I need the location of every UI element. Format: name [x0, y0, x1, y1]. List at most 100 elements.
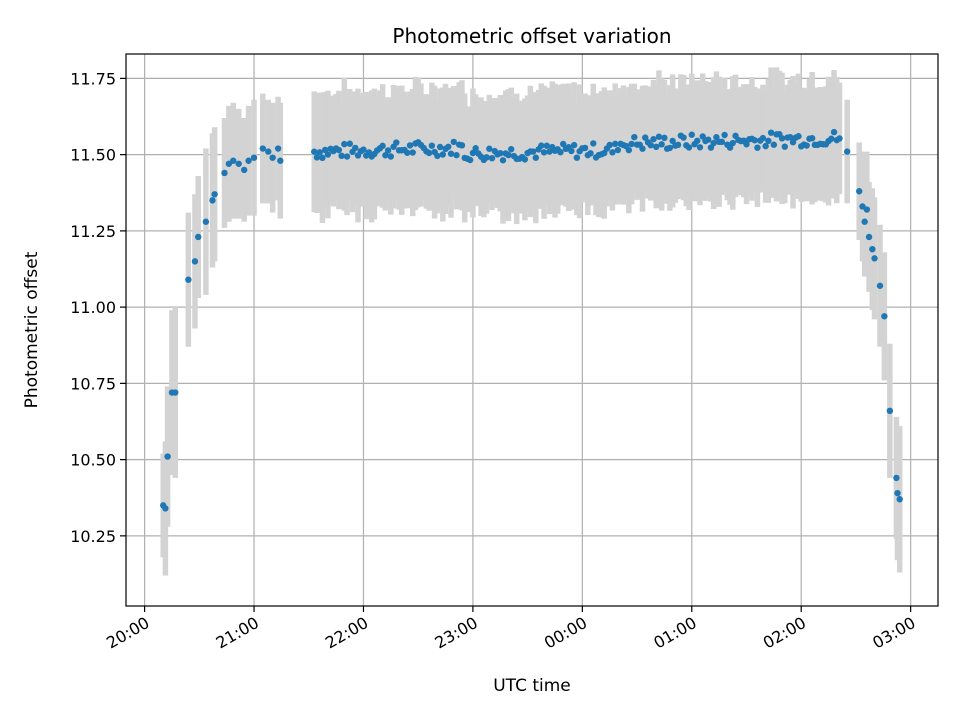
data-point [871, 255, 878, 262]
data-point [384, 147, 392, 154]
data-point [581, 144, 589, 152]
data-point [436, 143, 444, 151]
data-point [863, 206, 871, 213]
data-point [338, 152, 345, 160]
data-point [434, 152, 441, 160]
data-point [185, 276, 192, 283]
plot-area-frame [125, 53, 939, 607]
data-point [486, 145, 493, 152]
data-point [590, 140, 597, 147]
data-point [230, 157, 237, 164]
data-point [387, 153, 395, 160]
data-point [628, 140, 635, 148]
data-point [409, 149, 416, 156]
data-point [710, 139, 717, 147]
data-point [250, 154, 258, 161]
data-point [404, 149, 411, 156]
y-tick-label: 10.50 [70, 451, 116, 470]
data-point [781, 143, 788, 150]
data-point [532, 154, 540, 161]
y-tick-label: 11.00 [70, 298, 116, 317]
data-point [861, 218, 868, 225]
data-point [164, 453, 171, 460]
data-point [439, 151, 447, 158]
data-point [614, 146, 622, 154]
data-point [311, 148, 318, 155]
data-point [568, 147, 575, 155]
data-point [259, 145, 266, 152]
data-point [265, 148, 272, 155]
data-point [202, 218, 210, 225]
data-point [521, 156, 529, 163]
y-axis-title: Photometric offset [22, 251, 42, 408]
data-point [447, 150, 455, 157]
data-point [191, 258, 199, 265]
data-point [685, 144, 693, 151]
data-point [172, 389, 179, 396]
data-point [830, 128, 838, 136]
data-point [341, 140, 348, 148]
data-point [211, 191, 218, 198]
data-point [674, 141, 682, 149]
data-point [209, 197, 216, 204]
data-point [751, 137, 758, 144]
data-point [508, 146, 515, 153]
data-point [704, 136, 712, 143]
data-point [653, 143, 660, 151]
data-point [666, 144, 674, 152]
data-point [379, 142, 386, 150]
data-point [573, 154, 581, 161]
data-point [162, 505, 169, 512]
data-point [245, 157, 252, 164]
data-point [393, 139, 400, 146]
data-point [324, 151, 332, 158]
y-tick-label: 10.75 [70, 374, 116, 393]
data-point [894, 489, 901, 497]
data-point [869, 245, 876, 253]
data-point [313, 154, 321, 161]
data-point [497, 149, 504, 157]
data-point [538, 142, 545, 149]
data-point [625, 146, 633, 154]
data-point [352, 144, 359, 152]
y-tick-label: 11.25 [70, 222, 116, 241]
data-point [647, 141, 654, 149]
data-point [335, 146, 343, 154]
data-point [274, 145, 282, 152]
data-point [543, 142, 550, 149]
data-point [767, 129, 775, 136]
data-points [160, 128, 903, 512]
data-point [269, 154, 276, 161]
y-axis: 10.25 10.50 10.75 11.00 11.25 11.50 11.75 [70, 69, 126, 546]
data-point [453, 151, 460, 159]
data-point [639, 145, 646, 152]
chart-title: Photometric offset variation [392, 24, 671, 48]
data-point [466, 156, 474, 164]
data-point [865, 233, 873, 241]
data-point [765, 137, 772, 145]
data-point [655, 133, 663, 140]
data-point [808, 135, 816, 142]
data-point [650, 136, 657, 143]
data-point [319, 154, 326, 162]
data-point [428, 142, 436, 149]
data-point [221, 169, 228, 177]
data-point [469, 149, 477, 157]
data-point [770, 141, 778, 148]
data-point [694, 137, 701, 144]
data-point [881, 313, 888, 320]
data-point [631, 133, 638, 141]
data-point [778, 135, 786, 142]
data-point [754, 144, 761, 151]
data-point [828, 135, 835, 142]
data-point [886, 407, 894, 415]
data-point [609, 149, 616, 156]
data-point [721, 131, 728, 139]
data-point [343, 153, 351, 160]
data-point [450, 138, 457, 146]
data-point [587, 150, 594, 157]
data-point [876, 282, 884, 289]
data-point [762, 142, 769, 150]
data-point [759, 134, 767, 142]
data-point [425, 149, 433, 157]
